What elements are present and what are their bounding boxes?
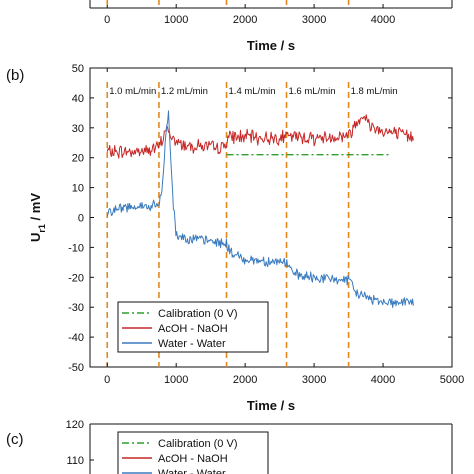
panel-b-label: (b) xyxy=(6,67,24,84)
x-tick-label: 3000 xyxy=(302,374,326,386)
panel-b-x-axis-label: Time / s xyxy=(247,398,295,413)
series-line-acoh-naoh xyxy=(106,114,414,159)
legend-label: Water - Water xyxy=(158,338,226,350)
x-tick-label: 1000 xyxy=(164,374,188,386)
y-tick-label: 30 xyxy=(72,123,84,135)
panel-a-x-tick-label: 0 xyxy=(104,14,110,26)
y-tick-label: 50 xyxy=(72,63,84,75)
panel-a-x-tick-label: 1000 xyxy=(164,14,188,26)
legend-label: Calibration (0 V) xyxy=(158,438,237,450)
flow-rate-label: 1.4 mL/min xyxy=(229,86,276,97)
panel-b-legend: Calibration (0 V) AcOH - NaOH Water - Wate… xyxy=(117,301,269,353)
legend-label: AcOH - NaOH xyxy=(158,453,228,465)
flow-rate-label: 1.8 mL/min xyxy=(351,86,398,97)
panel-b-y-axis-label: Ur1 / mV xyxy=(28,193,47,242)
panel-c-fragment: (c) 120 110 Calibration (0 V) AcOH - NaOH W… xyxy=(6,419,453,474)
y-tick-label: -20 xyxy=(68,272,84,284)
y-axis-unit: / mV xyxy=(28,193,43,224)
panel-a-x-axis-label: Time / s xyxy=(247,38,295,53)
y-axis-subscript: r1 xyxy=(37,224,47,233)
x-tick-label: 5000 xyxy=(440,374,464,386)
y-tick-label: -30 xyxy=(68,302,84,314)
y-tick-label: 0 xyxy=(78,213,84,225)
y-tick-label: 20 xyxy=(72,153,84,165)
legend-label: AcOH - NaOH xyxy=(158,323,228,335)
legend-label: Calibration (0 V) xyxy=(158,308,237,320)
x-tick-label: 4000 xyxy=(371,374,395,386)
legend-label: Water - Water xyxy=(158,468,226,474)
panel-c-y-tick-label: 110 xyxy=(66,455,84,467)
panel-c-legend: Calibration (0 V) AcOH - NaOH Water - Wate… xyxy=(117,431,269,474)
x-tick-label: 0 xyxy=(104,374,110,386)
panel-a-fragment: 0 1000 2000 3000 4000 Time / s xyxy=(89,0,453,53)
legend-box xyxy=(117,431,269,474)
y-tick-label: -10 xyxy=(68,242,84,254)
flow-rate-label: 1.0 mL/min xyxy=(109,86,156,97)
panel-c-label: (c) xyxy=(6,431,24,448)
flow-rate-label: 1.2 mL/min xyxy=(161,86,208,97)
series-line-water-water xyxy=(106,110,414,309)
y-tick-label: 40 xyxy=(72,93,84,105)
y-tick-label: -40 xyxy=(68,332,84,344)
y-tick-label: -50 xyxy=(68,362,84,374)
panel-b: (b) 1.0 mL/min 1.2 mL/min 1.4 mL/min 1.6 mL… xyxy=(6,63,464,413)
panel-c-y-tick-label: 120 xyxy=(66,419,84,431)
flow-rate-label: 1.6 mL/min xyxy=(289,86,336,97)
panel-a-x-tick-label: 4000 xyxy=(371,14,395,26)
x-tick-label: 2000 xyxy=(233,374,257,386)
panel-a-x-tick-label: 3000 xyxy=(302,14,326,26)
panel-a-x-tick-label: 2000 xyxy=(233,14,257,26)
y-tick-label: 10 xyxy=(72,183,84,195)
y-axis-symbol: U xyxy=(28,233,43,242)
